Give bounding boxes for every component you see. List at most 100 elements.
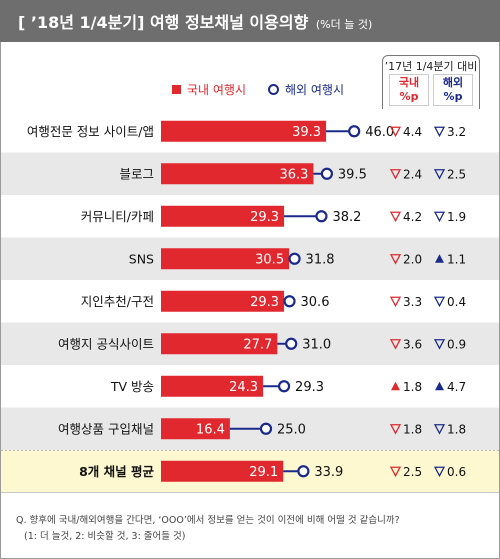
legend-overseas-label: 해외 여행시 [285, 83, 345, 97]
category-label: 여행전문 정보 사이트/앱 [27, 124, 154, 139]
comparison-domestic-label: 국내 [398, 76, 420, 89]
domestic-change-down-triangle [389, 296, 402, 308]
category-label: 커뮤니티/카페 [81, 209, 154, 224]
overseas-change-down-triangle [433, 296, 446, 308]
overseas-value-label: 25.0 [277, 422, 306, 437]
domestic-bar [161, 375, 264, 397]
domestic-value-label: 16.4 [196, 422, 225, 437]
overseas-change-down-triangle [433, 339, 446, 350]
overseas-change-value: 4.7 [447, 380, 466, 394]
legend-overseas-marker [268, 84, 279, 95]
title-bar: [ ’18년 1/4분기] 여행 정보채널 이용의향 (%더 늘 것) [0, 0, 500, 42]
domestic-value-label: 29.1 [249, 465, 278, 480]
overseas-change-value: 3.2 [447, 125, 466, 139]
category-label: TV 방송 [110, 379, 154, 394]
overseas-marker [285, 337, 298, 350]
domestic-value-label: 39.3 [292, 125, 321, 140]
overseas-marker [348, 125, 361, 138]
domestic-change-value: 4.4 [403, 125, 422, 139]
domestic-change-down-triangle [389, 339, 402, 350]
domestic-bar [161, 333, 278, 355]
overseas-value-label: 31.8 [306, 252, 335, 267]
domestic-value-label: 27.7 [243, 337, 272, 352]
domestic-change-value: 2.5 [403, 465, 422, 479]
legend-domestic: 국내 여행시 [172, 81, 246, 98]
overseas-marker [315, 210, 328, 223]
overseas-change-value: 2.5 [447, 167, 466, 181]
domestic-change-down-triangle [389, 126, 402, 138]
domestic-value-label: 29.3 [250, 210, 279, 225]
domestic-change-value: 3.3 [403, 295, 422, 309]
category-label: SNS [129, 251, 154, 266]
chart-title-text: [ ’18년 1/4분기] 여행 정보채널 이용의향 [18, 13, 309, 32]
overseas-change-up-triangle [435, 381, 444, 391]
comparison-domestic-unit: %p [399, 90, 419, 103]
domestic-value-label: 36.3 [280, 167, 309, 182]
domestic-bar [161, 460, 284, 482]
domestic-value-label: 24.3 [229, 380, 258, 395]
legend-domestic-swatch [172, 85, 181, 94]
domestic-change-value: 2.4 [403, 167, 422, 181]
overseas-change-up-triangle [435, 254, 444, 263]
overseas-value-label: 46.0 [365, 125, 394, 140]
domestic-value-label: 29.3 [250, 295, 279, 310]
overseas-value-label: 31.0 [302, 337, 331, 352]
overseas-change-down-triangle [433, 126, 446, 138]
overseas-change-value: 1.9 [447, 210, 466, 224]
domestic-bar [161, 163, 314, 185]
overseas-value-label: 38.2 [332, 210, 361, 225]
overseas-change-value: 0.4 [447, 295, 466, 309]
domestic-value-label: 30.5 [255, 252, 284, 267]
category-label: 블로그 [119, 166, 154, 181]
comparison-overseas-unit: %p [443, 90, 463, 103]
comparison-box [382, 55, 480, 109]
overseas-marker [297, 465, 310, 478]
overseas-value-label: 30.6 [301, 295, 330, 310]
chart-title: [ ’18년 1/4분기] 여행 정보채널 이용의향 (%더 늘 것) [18, 9, 372, 33]
overseas-change-value: 1.8 [447, 422, 466, 436]
overseas-change-down-triangle [433, 169, 446, 180]
overseas-marker [277, 380, 291, 393]
overseas-marker [320, 167, 333, 180]
overseas-change-value: 1.1 [447, 252, 466, 266]
domestic-change-down-triangle [389, 254, 402, 265]
overseas-marker [259, 422, 273, 435]
overseas-marker [283, 295, 296, 308]
overseas-value-label: 29.3 [295, 380, 324, 395]
domestic-change-value: 4.2 [403, 210, 422, 224]
overseas-marker [288, 252, 301, 265]
overseas-change-value: 0.6 [447, 465, 466, 479]
domestic-change-down-triangle [389, 211, 402, 223]
domestic-change-down-triangle [389, 424, 402, 435]
comparison-title: ’17년 1/4분기 대비 [384, 60, 478, 73]
category-label: 8개 채널 평균 [79, 464, 154, 479]
category-label: 여행상품 구입채널 [58, 421, 154, 436]
category-label: 여행지 공식사이트 [58, 336, 154, 351]
domestic-change-value: 3.6 [403, 337, 422, 351]
domestic-change-down-triangle [389, 169, 402, 180]
domestic-change-value: 2.0 [403, 252, 422, 266]
overseas-change-down-triangle [433, 211, 446, 223]
category-label: 지인추천/구전 [81, 294, 154, 309]
comparison-overseas-head: 해외 %p [433, 74, 473, 106]
domestic-change-up-triangle [391, 381, 400, 391]
domestic-bar [161, 120, 327, 142]
legend-overseas: 해외 여행시 [268, 81, 344, 98]
domestic-change-value: 1.8 [403, 422, 422, 436]
domestic-bar [161, 290, 285, 312]
footnote-question: Q. 향후에 국내/해외여행을 간다면, ‘OOO’에서 정보를 얻는 것이 이… [16, 515, 400, 526]
domestic-change-down-triangle [389, 466, 402, 478]
legend-domestic-label: 국내 여행시 [187, 83, 247, 97]
domestic-bar [161, 418, 230, 440]
domestic-bar [161, 205, 285, 227]
overseas-value-label: 33.9 [314, 465, 343, 480]
overseas-change-down-triangle [433, 466, 446, 478]
domestic-bar [161, 248, 290, 270]
footnote-scale: (1: 더 늘것, 2: 비슷할 것, 3: 줄어들 것) [24, 531, 186, 542]
overseas-value-label: 39.5 [338, 167, 367, 182]
comparison-domestic-head: 국내 %p [389, 74, 429, 106]
chart-title-note: (%더 늘 것) [315, 18, 373, 31]
overseas-change-down-triangle [433, 424, 446, 435]
domestic-change-value: 1.8 [403, 380, 422, 394]
